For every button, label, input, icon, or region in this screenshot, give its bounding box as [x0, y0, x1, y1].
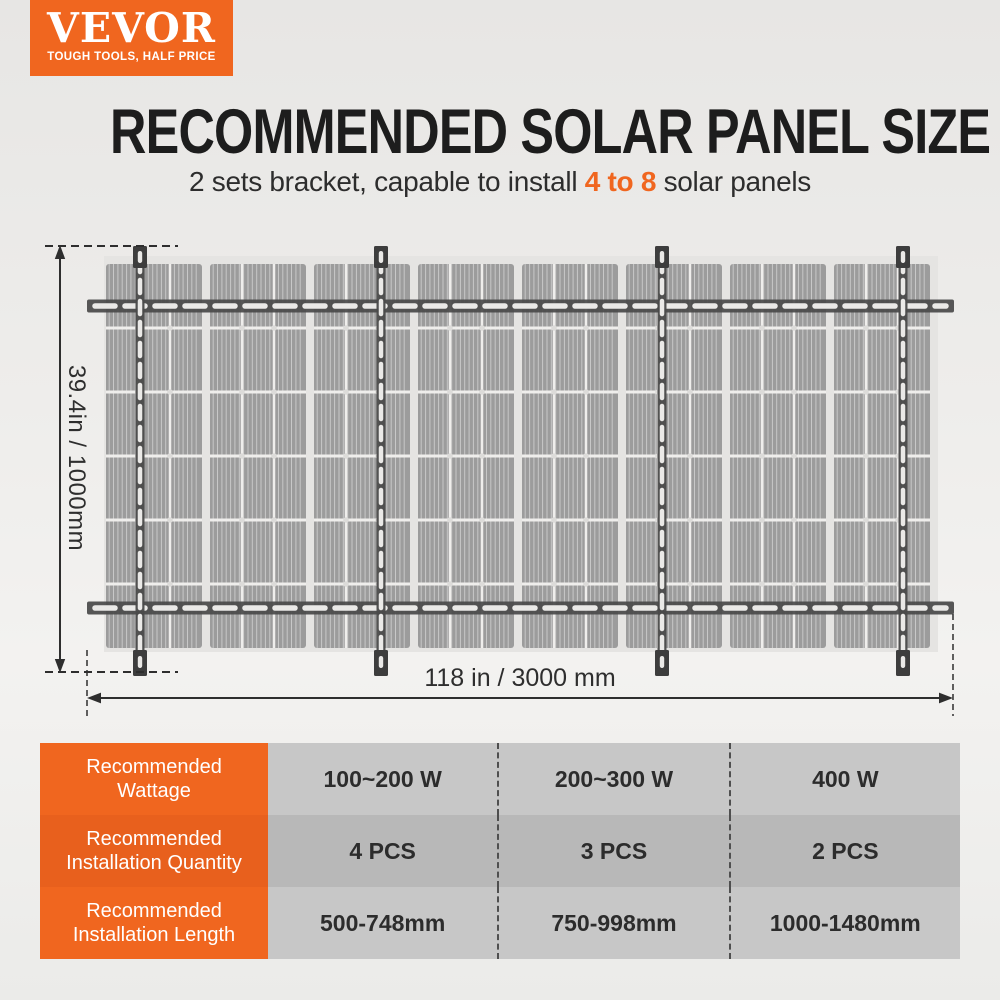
subtitle: 2 sets bracket, capable to install 4 to … — [0, 166, 1000, 198]
subtitle-prefix: 2 sets bracket, capable to install — [189, 166, 585, 197]
vevor-logo-tagline: TOUGH TOOLS, HALF PRICE — [47, 51, 216, 63]
row-label: Recommended Installation Quantity — [40, 815, 268, 887]
table-cell: 3 PCS — [497, 815, 728, 887]
vevor-logo-text: VEVOR — [47, 4, 216, 52]
row-values: 4 PCS 3 PCS 2 PCS — [268, 815, 960, 887]
page-title: RECOMMENDED SOLAR PANEL SIZE — [110, 97, 991, 167]
table-cell: 400 W — [728, 743, 960, 815]
table-row: Recommended Wattage 100~200 W 200~300 W 400 … — [40, 743, 960, 815]
table-cell: 2 PCS — [728, 815, 960, 887]
spec-table: Recommended Wattage 100~200 W 200~300 W 400 … — [40, 743, 960, 959]
table-cell: 750-998mm — [497, 887, 728, 959]
table-row: Recommended Installation Length 500-748mm 7… — [40, 887, 960, 959]
mounting-rail-vertical — [655, 246, 669, 676]
mounting-rail-vertical — [133, 246, 147, 676]
dimension-annotations — [45, 245, 954, 716]
panel-array — [106, 264, 930, 648]
row-label: Recommended Installation Length — [40, 887, 268, 959]
table-cell: 100~200 W — [323, 765, 442, 792]
row-values: 100~200 W 200~300 W 400 W — [268, 743, 960, 815]
row-values: 500-748mm 750-998mm 1000-1480mm — [268, 887, 960, 959]
vevor-logo: VEVOR TOUGH TOOLS, HALF PRICE — [30, 0, 233, 76]
table-row: Recommended Installation Quantity 4 PCS 3 P… — [40, 815, 960, 887]
table-cell: 4 PCS — [349, 837, 416, 864]
row-label: Recommended Wattage — [40, 743, 268, 815]
mounting-rail-horizontal — [87, 299, 954, 313]
width-dimension-label: 118 in / 3000 mm — [424, 664, 616, 692]
table-cell: 200~300 W — [497, 743, 728, 815]
table-cell: 1000-1480mm — [728, 887, 960, 959]
mounting-rail-vertical — [374, 246, 388, 676]
mounting-rail-horizontal — [87, 601, 954, 615]
height-dimension-label: 39.4in / 1000mm — [63, 364, 90, 552]
subtitle-highlight: 4 to 8 — [584, 166, 657, 197]
mounting-rail-vertical — [896, 246, 910, 676]
subtitle-suffix: solar panels — [656, 166, 812, 197]
table-cell: 500-748mm — [320, 909, 446, 936]
